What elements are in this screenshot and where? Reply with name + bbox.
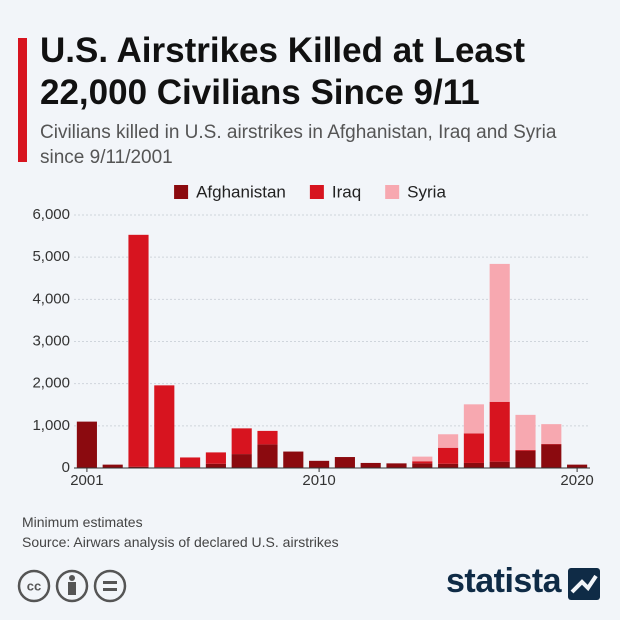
y-tick-label: 4,000 [32, 290, 70, 307]
y-tick-label: 5,000 [32, 248, 70, 265]
bar-segment [541, 424, 562, 444]
bar-segment [438, 463, 459, 468]
y-tick-label: 2,000 [32, 375, 70, 392]
bar-segment [463, 404, 484, 434]
bar-segment [309, 460, 330, 468]
bar-segment [541, 444, 562, 468]
note: Minimum estimates [22, 514, 143, 530]
x-tick-label: 2010 [302, 472, 335, 489]
bar-segment [489, 461, 510, 468]
legend: Afghanistan Iraq Syria [174, 182, 446, 201]
bar-segment [438, 447, 459, 464]
brand: statista [446, 562, 562, 600]
bar-segment [257, 430, 278, 445]
svg-text:cc: cc [27, 578, 41, 593]
y-tick-label: 1,000 [32, 417, 70, 434]
x-tick-label: 2020 [560, 472, 593, 489]
bar-segment [231, 454, 252, 468]
x-tick-label: 2001 [70, 472, 103, 489]
bar-segment [463, 462, 484, 468]
license-icons: cc [17, 569, 127, 603]
bar-segment [489, 401, 510, 462]
bar-segment [360, 462, 381, 468]
y-tick-label: 6,000 [32, 206, 70, 223]
bar-segment [334, 457, 355, 468]
bar-segment [128, 466, 149, 468]
brand-logo [568, 568, 600, 600]
bar-segment [412, 463, 433, 468]
legend-swatch [385, 185, 400, 199]
bar-segment [515, 414, 536, 450]
bar-segment [567, 464, 588, 468]
bar-segment [412, 456, 433, 462]
bar-segment [412, 461, 433, 464]
legend-label: Syria [407, 182, 446, 201]
accent-bar [18, 38, 27, 162]
bar-segment [257, 444, 278, 468]
bar-segment [283, 451, 304, 468]
bar-segment [463, 433, 484, 463]
bar-segment [438, 434, 459, 448]
y-tick-label: 0 [62, 459, 70, 476]
bar-segment [231, 428, 252, 455]
legend-swatch [309, 185, 324, 199]
notes: Minimum estimates Source: Airwars analys… [22, 512, 339, 552]
bar-segment [515, 450, 536, 468]
bar-segment [386, 463, 407, 468]
chart: 0 1,000 2,000 3,000 4,000 5,000 6,000 2001 2010 2… [32, 182, 593, 489]
bar-segment [205, 452, 226, 464]
bar-segment [180, 457, 201, 468]
legend-label: Iraq [332, 182, 361, 201]
chart-title: U.S. Airstrikes Killed at Least 22,000 C… [40, 31, 525, 112]
y-tick-label: 3,000 [32, 332, 70, 349]
bar-segment [205, 463, 226, 468]
bar-segment [102, 464, 123, 468]
chart-subtitle: Civilians killed in U.S. airstrikes in A… [40, 122, 557, 168]
bar-segment [489, 263, 510, 402]
bar-segment [515, 449, 536, 451]
legend-label: Afghanistan [196, 182, 286, 201]
legend-swatch [174, 185, 189, 199]
note: Source: Airwars analysis of declared U.S… [22, 534, 339, 550]
bar-segment [76, 421, 97, 468]
bar-segment [128, 234, 149, 467]
bar-segment [154, 385, 175, 468]
